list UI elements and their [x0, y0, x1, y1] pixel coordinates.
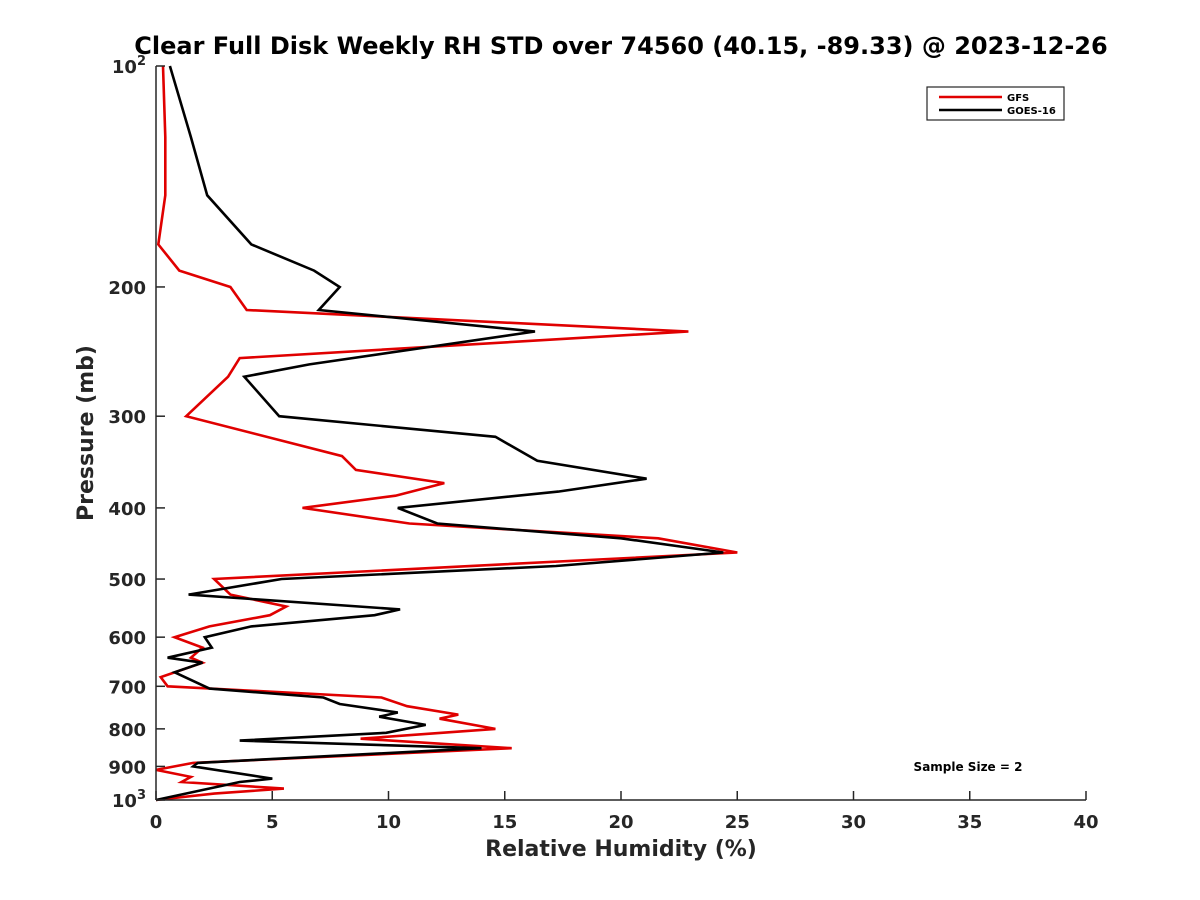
y-tick-label: 103: [112, 788, 146, 812]
x-tick-label: 25: [725, 812, 750, 833]
x-tick-label: 30: [841, 812, 866, 833]
y-tick-label: 600: [108, 628, 146, 649]
x-tick-label: 40: [1073, 812, 1098, 833]
x-tick-label: 20: [608, 812, 633, 833]
chart-title: Clear Full Disk Weekly RH STD over 74560…: [134, 32, 1107, 60]
y-tick-label: 500: [108, 570, 146, 591]
y-tick-label: 900: [108, 757, 146, 778]
y-tick-label: 400: [108, 499, 146, 520]
sample-size-annotation: Sample Size = 2: [914, 760, 1023, 774]
x-tick-label: 35: [957, 812, 982, 833]
x-tick-label: 15: [492, 812, 517, 833]
y-tick-label: 700: [108, 677, 146, 698]
y-tick-label: 800: [108, 720, 146, 741]
y-tick-label: 200: [108, 278, 146, 299]
x-tick-label: 10: [376, 812, 401, 833]
legend: GFS GOES-16: [926, 86, 1065, 121]
y-axis-label: Pressure (mb): [74, 345, 99, 521]
x-axis-label: Relative Humidity (%): [485, 837, 757, 862]
y-tick-label: 102: [112, 54, 146, 78]
x-ticks: 0 5 10 15 20 25 30 35 40: [150, 791, 1099, 833]
series-line-gfs: [155, 65, 738, 802]
x-tick-label: 0: [150, 812, 163, 833]
series-layer: [155, 65, 738, 802]
legend-box: [926, 86, 1065, 121]
y-tick-label: 300: [108, 407, 146, 428]
series-line-goes16: [155, 65, 724, 802]
legend-label-gfs: GFS: [1007, 93, 1029, 104]
legend-label-goes16: GOES-16: [1007, 106, 1056, 117]
x-tick-label: 5: [266, 812, 279, 833]
y-ticks: 102 200 300 400 500 600 700 800 900 103: [108, 54, 165, 812]
